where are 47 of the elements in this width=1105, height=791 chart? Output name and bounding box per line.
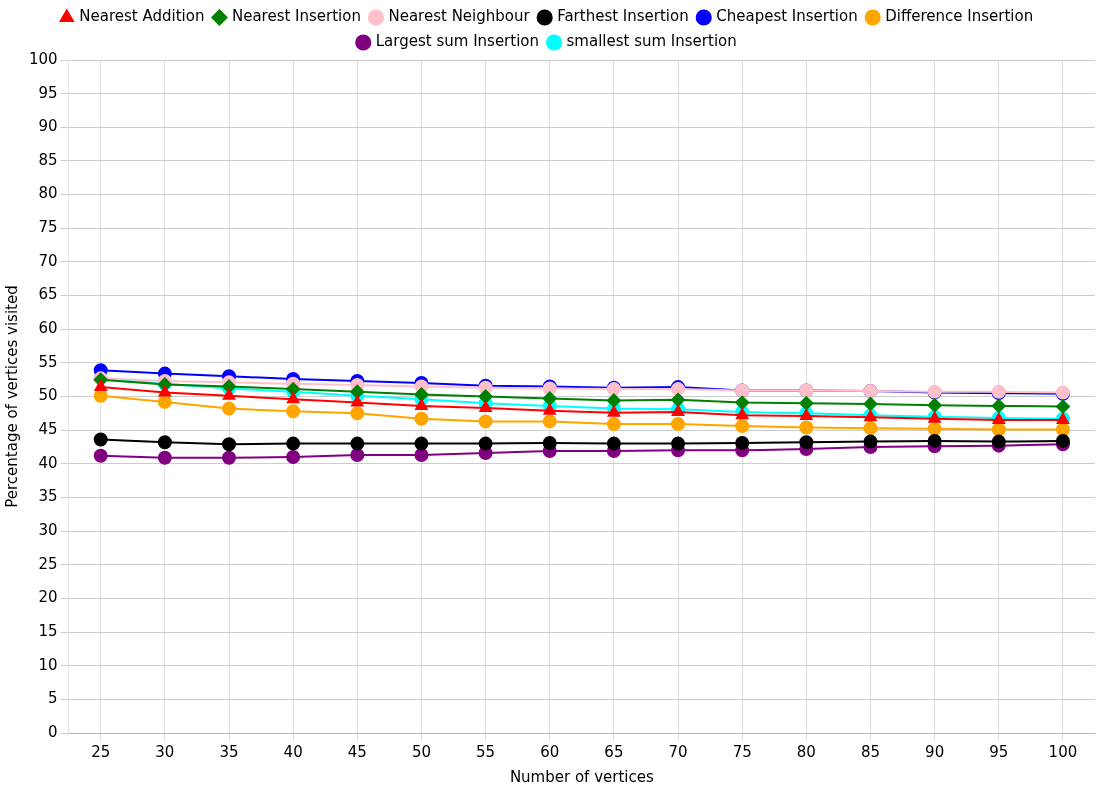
legend-label: Farthest Insertion: [557, 7, 689, 26]
y-tick-label: 60: [38, 319, 58, 338]
y-tick-label: 20: [38, 588, 58, 607]
x-tick-label: 35: [219, 742, 239, 761]
x-tick-label: 80: [796, 742, 816, 761]
y-tick-label: 50: [38, 386, 58, 405]
y-tick-label: 30: [38, 520, 58, 539]
legend-label: smallest sum Insertion: [566, 32, 737, 51]
y-tick-label: 70: [38, 251, 58, 270]
x-tick-label: 65: [604, 742, 624, 761]
legend-label: Nearest Insertion: [231, 7, 361, 26]
x-tick-label: 55: [476, 742, 496, 761]
x-tick-label: 100: [1048, 742, 1078, 761]
y-tick-label: 35: [38, 487, 58, 506]
x-tick-label: 40: [283, 742, 303, 761]
legend-label: Cheapest Insertion: [716, 7, 858, 26]
y-tick-label: 10: [38, 655, 58, 674]
y-tick-label: 85: [38, 150, 58, 169]
legend-label: Nearest Neighbour: [388, 7, 531, 26]
y-tick-label: 5: [48, 689, 58, 708]
y-tick-label: 75: [38, 218, 58, 237]
x-tick-label: 45: [347, 742, 367, 761]
x-tick-label: 70: [668, 742, 688, 761]
y-tick-label: 100: [28, 49, 58, 68]
y-tick-label: 95: [38, 83, 58, 102]
y-tick-label: 45: [38, 420, 58, 439]
legend-label: Nearest Addition: [79, 7, 205, 26]
y-tick-label: 80: [38, 184, 58, 203]
x-tick-label: 60: [540, 742, 560, 761]
x-tick-label: 30: [155, 742, 175, 761]
x-tick-label: 75: [732, 742, 752, 761]
x-tick-label: 95: [989, 742, 1009, 761]
y-tick-label: 65: [38, 285, 58, 304]
y-tick-label: 0: [48, 722, 58, 741]
y-tick-label: 90: [38, 117, 58, 136]
y-tick-label: 40: [38, 453, 58, 472]
x-tick-label: 25: [91, 742, 111, 761]
legend-label: Largest sum Insertion: [375, 32, 540, 51]
y-tick-label: 25: [38, 554, 58, 573]
legend-label: Difference Insertion: [885, 7, 1034, 26]
y-axis-title: Percentage of vertices visited: [2, 285, 21, 508]
x-tick-label: 85: [860, 742, 881, 761]
x-axis-title: Number of vertices: [509, 767, 654, 786]
x-tick-label: 50: [411, 742, 431, 761]
x-tick-label: 90: [925, 742, 945, 761]
y-tick-label: 15: [38, 621, 58, 640]
y-tick-label: 55: [38, 352, 58, 371]
